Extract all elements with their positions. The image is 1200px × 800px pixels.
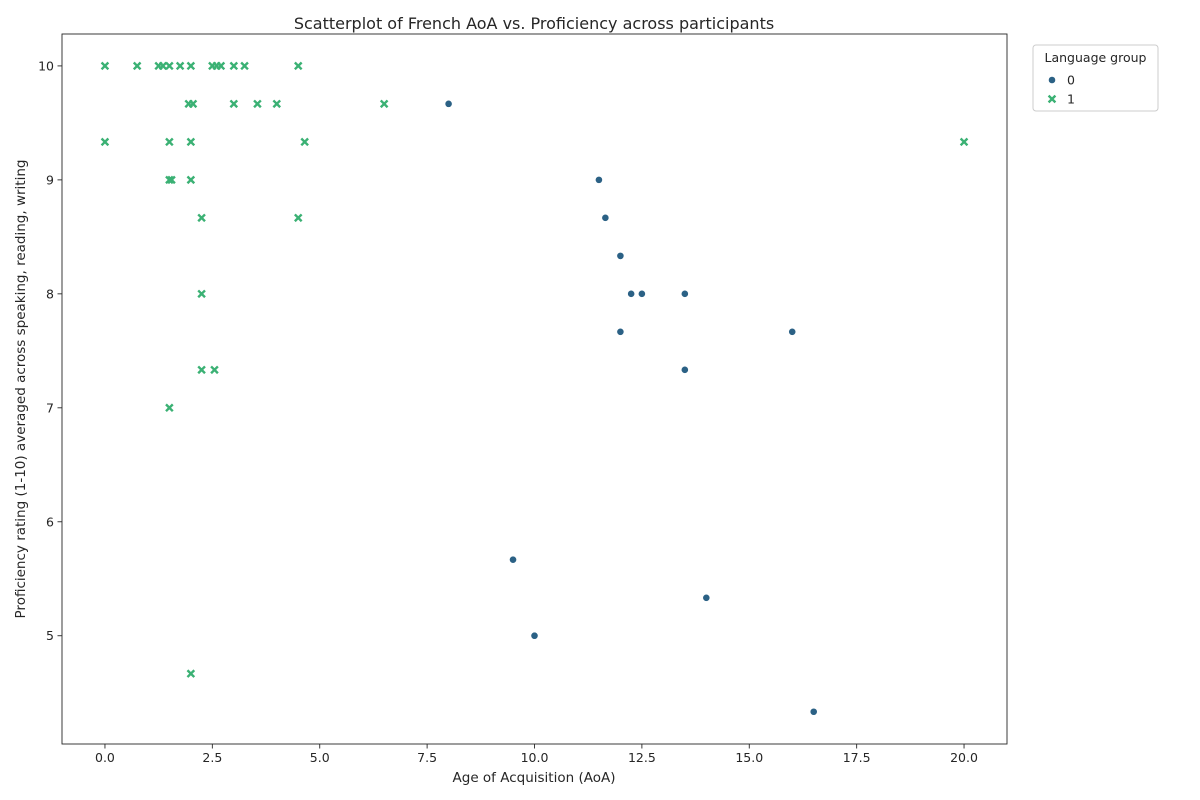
data-point [959,137,969,147]
x-tick-label: 5.0 [310,750,330,765]
chart-title: Scatterplot of French AoA vs. Proficienc… [294,14,774,33]
data-point [509,555,517,564]
x-axis: 0.0 2.5 5.0 7.5 10.0 12.5 15.0 17.5 20.0 [95,744,978,765]
legend-title: Language group [1045,50,1147,65]
x-tick-label: 20.0 [950,750,978,765]
data-point [100,61,110,71]
data-point [680,365,689,374]
data-point [132,61,142,71]
y-tick-label: 8 [46,286,54,301]
data-point [294,61,303,71]
data-point [601,213,610,222]
x-axis-title: Age of Acquisition (AoA) [453,770,616,786]
x-tick-label: 0.0 [95,750,115,765]
data-point [680,289,689,298]
series-0 [444,99,818,716]
series-1 [100,61,969,678]
data-point [186,669,196,678]
data-point [210,365,219,375]
data-point [197,213,206,223]
x-tick-label: 12.5 [628,750,656,765]
y-tick-label: 7 [46,400,54,415]
data-point [165,403,174,413]
data-point [186,61,196,71]
y-tick-label: 10 [38,58,54,73]
data-point [637,289,646,298]
legend-entries: 01 [1047,73,1075,107]
data-point [530,631,539,640]
data-point [272,99,282,109]
data-point [165,61,174,71]
data-point [216,61,226,71]
legend-marker [1048,76,1056,84]
data-point [300,137,309,147]
data-point [809,707,818,716]
data-point [167,175,176,185]
y-tick-label: 6 [46,514,54,529]
y-axis: 5 6 7 8 9 10 [38,58,62,643]
data-point [165,137,174,147]
y-tick-label: 9 [46,172,54,187]
legend-marker [1047,94,1057,104]
y-tick-label: 5 [46,628,54,643]
data-point [444,99,453,108]
legend: Language group 01 [1032,44,1159,112]
x-tick-label: 7.5 [417,750,437,765]
legend-entry-0: 0 [1048,73,1075,88]
y-axis-title: Proficiency rating (1-10) averaged acros… [13,160,29,619]
x-tick-label: 2.5 [202,750,222,765]
legend-label: 0 [1067,73,1075,88]
data-point [627,289,636,298]
data-point [188,99,198,109]
data-point [229,61,239,71]
legend-entry-1: 1 [1047,92,1075,107]
data-point [229,99,239,109]
data-point [186,137,196,147]
legend-label: 1 [1067,92,1075,107]
x-tick-label: 15.0 [735,750,763,765]
data-point [253,99,262,109]
data-point [294,213,303,223]
data-point [165,175,174,185]
data-point [702,593,711,602]
data-point [788,327,797,336]
data-point [186,175,196,185]
data-points [100,61,969,716]
data-point [240,61,249,71]
data-point [595,175,603,184]
data-point [158,61,168,71]
data-point [100,137,110,147]
data-point [616,251,625,260]
data-point [379,99,389,109]
x-tick-label: 17.5 [843,750,871,765]
legend-box [1032,44,1159,112]
data-point [197,365,206,375]
x-tick-label: 10.0 [521,750,549,765]
data-point [197,289,206,299]
data-point [616,327,625,336]
data-point [175,61,185,71]
